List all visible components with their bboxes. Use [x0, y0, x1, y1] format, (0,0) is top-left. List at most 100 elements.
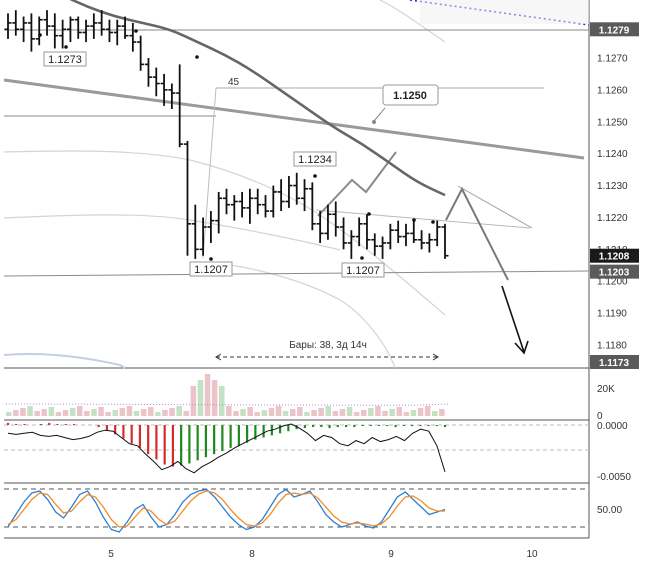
projection-zigzag[interactable]: [317, 151, 397, 217]
label-swing-low-1207-b[interactable]: 1.1207: [341, 262, 385, 278]
ohlc-bar: [340, 217, 348, 250]
label-swing-high-1234[interactable]: 1.1234: [293, 151, 337, 167]
price-tag-label: 1.1279: [599, 25, 630, 36]
volume-bar: [211, 380, 218, 416]
volume-bar: [375, 406, 381, 416]
volume-bar: [148, 407, 154, 416]
ohlc-bar: [168, 83, 176, 110]
price-tick: 1.1250: [597, 117, 628, 128]
ohlc-bar: [113, 19, 121, 46]
volume-bar: [290, 409, 296, 416]
volume-bar: [311, 410, 317, 416]
time-axis[interactable]: 5 8 9 10: [108, 549, 538, 560]
ohlc-bar: [316, 211, 324, 243]
volume-bar: [27, 406, 33, 416]
ohlc-bar: [262, 195, 270, 218]
volume-bar: [48, 407, 55, 416]
label-swing-low-1207-a[interactable]: 1.1207: [189, 261, 233, 277]
ohlc-bar: [254, 188, 262, 215]
volume-bar: [6, 412, 12, 416]
ohlc-bar: [332, 201, 340, 237]
projection-path[interactable]: [445, 186, 509, 281]
volume-ma: [5, 403, 449, 406]
ohlc-bar: [410, 220, 418, 243]
volume-bar: [389, 409, 395, 416]
volume-bar: [183, 411, 189, 416]
support-line[interactable]: [3, 270, 590, 277]
faint-ma-low: [3, 214, 341, 251]
price-tag-label: 1.1208: [599, 252, 630, 263]
volume-bar: [20, 408, 26, 416]
volume-bar: [112, 410, 118, 416]
volume-bar: [204, 374, 211, 416]
price-axis[interactable]: 1.1270 1.1260 1.1250 1.1240 1.1230 1.1220 1.12…: [597, 54, 628, 352]
volume-bar: [233, 411, 239, 416]
price-tag-label: 1.1203: [599, 268, 630, 279]
label-text: 1.1234: [298, 154, 332, 166]
volume-bar: [439, 409, 445, 416]
price-tag-label: 1.1173: [599, 358, 629, 369]
volume-bar: [77, 406, 83, 416]
volume-bar: [325, 406, 331, 416]
volume-bar: [62, 410, 69, 416]
faint-ma-mid: [3, 150, 446, 316]
volume-bar: [396, 407, 402, 416]
ohlc-bar: [347, 230, 355, 259]
volume-bar: [55, 412, 62, 416]
volume-bar: [162, 410, 168, 416]
volume-bar: [254, 412, 260, 416]
channel-line: [457, 185, 533, 229]
price-tick: 1.1200: [597, 277, 628, 288]
ohlc-bar: [144, 58, 152, 87]
down-arrow-shaft[interactable]: [501, 285, 525, 353]
moving-average-layer: [60, 0, 446, 197]
ohlc-bar: [355, 217, 363, 247]
volume-bar: [361, 410, 367, 416]
swing-dot: [313, 174, 317, 178]
volume-bar: [424, 406, 431, 416]
ohlc-bar: [371, 233, 379, 256]
ohlc-bar: [246, 188, 254, 224]
swing-dot: [209, 257, 213, 261]
ohlc-bar: [308, 182, 316, 231]
faint-ma-blue: [3, 353, 126, 369]
ohlc-bar: [20, 16, 28, 43]
label-swing-low-1273[interactable]: 1.1273: [43, 51, 87, 67]
price-tag-box: [590, 22, 639, 37]
ohlc-bar: [223, 188, 230, 215]
price-tag: 1.1203: [590, 264, 639, 279]
volume-bar: [261, 410, 268, 416]
ohlc-bar: [90, 13, 98, 39]
label-box: [293, 151, 337, 167]
volume-bar: [382, 411, 388, 416]
x-tick: 8: [249, 549, 255, 560]
ohlc-bar: [394, 220, 402, 243]
callout-1250[interactable]: 1.1250: [382, 84, 439, 106]
ohlc-bar: [152, 67, 160, 97]
ohlc-bar: [207, 211, 215, 243]
moving-average-dark[interactable]: [60, 0, 446, 197]
ohlc-bar: [74, 16, 82, 39]
fan-line: [315, 209, 531, 229]
swing-dot: [134, 29, 138, 33]
price-tick: 1.1220: [597, 213, 628, 224]
volume-bar: [133, 411, 140, 416]
panel-frames: [4, 0, 590, 539]
label-text: 1.1207: [346, 265, 380, 277]
volume-bar: [13, 410, 19, 416]
volume-bar: [84, 411, 90, 416]
volume-bar: [119, 408, 126, 416]
faint-ma-top: [379, 0, 446, 43]
volume-bars: [5, 374, 449, 416]
falling-trend-line[interactable]: [3, 78, 585, 160]
price-tick: 1.1180: [597, 341, 627, 352]
x-tick: 5: [108, 549, 114, 560]
ohlc-bar: [324, 204, 332, 240]
swing-dot: [64, 45, 68, 49]
label-text: 1.1207: [194, 264, 228, 276]
volume-bar: [410, 410, 417, 416]
ohlc-bar: [293, 172, 301, 205]
ohlc-bar: [59, 19, 67, 49]
